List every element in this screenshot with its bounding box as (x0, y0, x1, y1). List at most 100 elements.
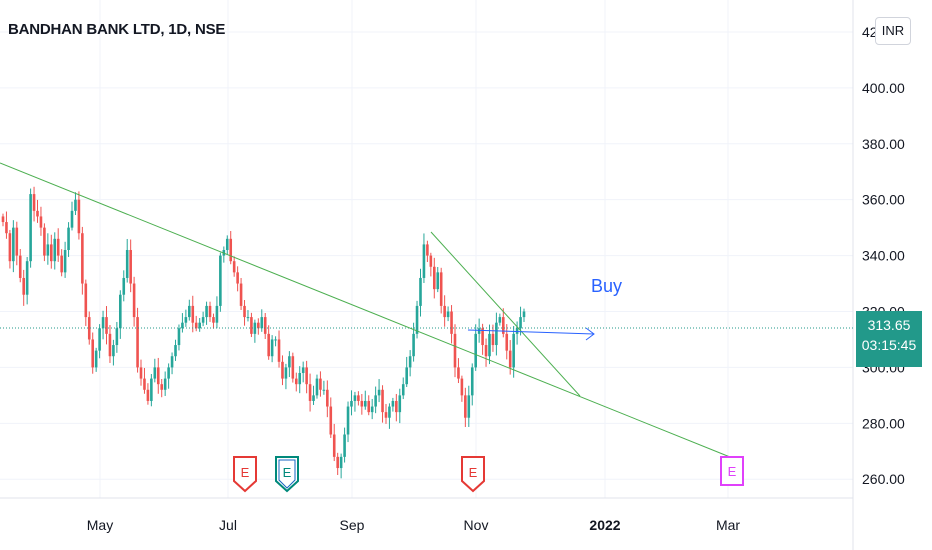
candle-body (25, 261, 29, 295)
candle-body (519, 317, 522, 329)
arrow-head (585, 327, 595, 341)
candle-body (84, 283, 88, 318)
candle-body (108, 333, 112, 357)
y-tick-label: 280.00 (862, 415, 905, 431)
candle-body (326, 389, 329, 407)
candle-body (87, 317, 91, 340)
candle-body (270, 339, 274, 357)
candle-body (294, 378, 298, 385)
candle-body (239, 283, 243, 306)
earnings-marker-2: E (275, 456, 299, 493)
candle-body (498, 317, 502, 323)
earnings-marker-label: E (469, 465, 478, 480)
candle-body (446, 311, 450, 318)
candle-body (381, 389, 384, 413)
candle-body (339, 456, 343, 469)
candle-body (415, 305, 419, 334)
candle-body (194, 322, 198, 329)
candle-body (322, 389, 326, 391)
candle-body (215, 305, 219, 323)
candle-body (129, 250, 132, 284)
candle-body (263, 317, 267, 334)
candle-body (229, 238, 233, 262)
candle-body (1, 216, 5, 223)
earnings-marker-4: E (720, 456, 744, 486)
candle-body (429, 255, 433, 267)
candle-body (346, 406, 350, 435)
candle-body (274, 339, 277, 341)
candle-body (360, 400, 364, 407)
candle-body (29, 194, 32, 262)
candle-body (198, 322, 201, 329)
candle-body (453, 333, 457, 368)
candle-body (422, 244, 426, 278)
candle-body (63, 250, 67, 273)
candle-body (312, 395, 315, 401)
symbol-title: BANDHAN BANK LTD, 1D, NSE (8, 21, 226, 38)
candle-body (22, 277, 26, 295)
candle-body (398, 395, 402, 413)
candle-body (150, 378, 153, 401)
last-price-badge: 313.65 03:15:45 (856, 311, 922, 367)
candle-body (160, 384, 164, 390)
candle-body (119, 294, 122, 329)
candle-body (505, 333, 509, 351)
candle-body (395, 400, 398, 413)
candle-body (343, 434, 346, 457)
last-price-value: 313.65 (867, 317, 911, 333)
candle-body (501, 317, 505, 334)
candle-body (53, 238, 57, 262)
candle-body (260, 317, 264, 329)
candle-body (512, 333, 515, 368)
candle-body (56, 238, 60, 256)
candle-body (250, 317, 253, 334)
candle-body (477, 328, 481, 334)
candle-body (81, 233, 84, 284)
candle-body (257, 322, 260, 329)
earnings-marker-3: E (461, 456, 485, 493)
candle-body (246, 317, 250, 319)
candle-body (208, 305, 212, 318)
candle-body (315, 378, 319, 396)
candle-body (267, 333, 270, 357)
candle-body (439, 272, 443, 306)
candle-body (136, 317, 139, 368)
candle-body (39, 216, 43, 228)
candle-body (32, 194, 36, 211)
currency-button[interactable]: INR (875, 17, 911, 45)
candle-body (350, 400, 353, 407)
candle-body (474, 333, 477, 368)
candle-body (12, 227, 15, 262)
x-tick-label: Jul (219, 517, 237, 533)
time-axis-labels: May Jul Sep Nov 2022 Mar (87, 517, 741, 533)
y-tick-label: 260.00 (862, 471, 905, 487)
candle-body (174, 345, 177, 357)
candle-body (332, 434, 336, 457)
candle-body (377, 389, 381, 396)
candle-body (470, 367, 474, 396)
candle-body (225, 238, 229, 250)
earnings-marker-label: E (241, 465, 250, 480)
candle-body (156, 367, 160, 385)
candle-body (112, 345, 115, 357)
candle-body (67, 227, 70, 250)
candle-body (43, 227, 46, 256)
bar-countdown: 03:15:45 (861, 337, 917, 353)
candle-body (36, 210, 39, 217)
candle-body (132, 283, 136, 318)
candle-body (191, 305, 195, 323)
candle-body (143, 378, 146, 390)
candle-body (450, 311, 453, 334)
candle-body (153, 367, 157, 379)
candle-body (508, 350, 512, 368)
candle-body (74, 199, 77, 211)
candle-body (353, 395, 357, 401)
candle-body (115, 328, 119, 346)
candle-body (491, 333, 495, 346)
candle-body (388, 406, 391, 418)
earnings-marker-label: E (728, 464, 737, 479)
candle-body (408, 356, 412, 368)
candle-body (391, 400, 395, 407)
candle-body (205, 305, 208, 318)
candle-body (288, 356, 291, 368)
